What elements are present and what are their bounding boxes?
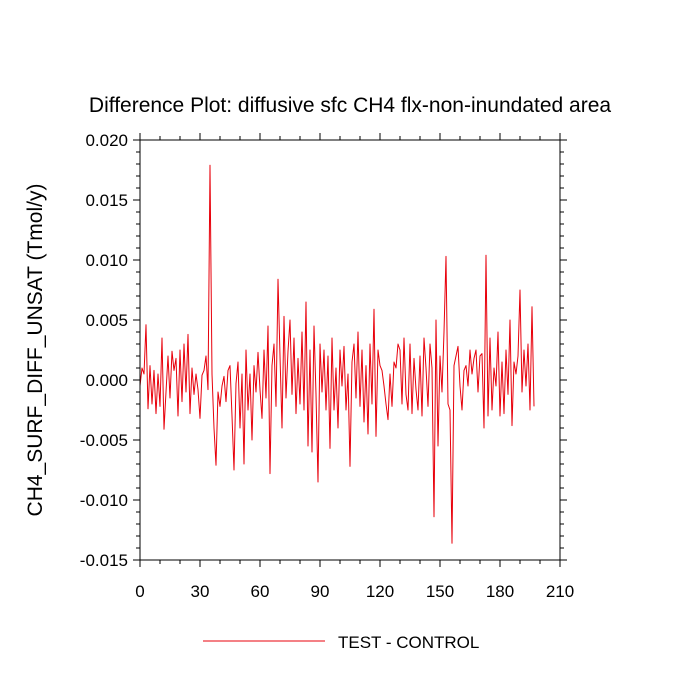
y-axis-label: CH4_SURF_DIFF_UNSAT (Tmol/y) bbox=[24, 184, 47, 517]
minor-ticks bbox=[136, 136, 564, 564]
series-layer bbox=[139, 164, 535, 544]
x-tick-label: 150 bbox=[426, 582, 454, 601]
y-tick-label: 0.000 bbox=[85, 371, 128, 390]
y-tick-label: 0.020 bbox=[85, 131, 128, 150]
y-tick-label: 0.015 bbox=[85, 191, 128, 210]
legend-label: TEST - CONTROL bbox=[338, 633, 479, 652]
plot-frame bbox=[139, 139, 561, 561]
y-tick-labels: -0.015 -0.010 -0.005 0.000 0.005 0.010 0.015 0.… bbox=[80, 131, 128, 570]
legend: TEST - CONTROL bbox=[203, 633, 479, 652]
chart-title: Difference Plot: diffusive sfc CH4 flx-n… bbox=[89, 94, 611, 117]
x-tick-label: 120 bbox=[366, 582, 394, 601]
y-tick-label: 0.005 bbox=[85, 311, 128, 330]
x-tick-label: 180 bbox=[486, 582, 514, 601]
x-tick-labels: 0 30 60 90 120 150 180 210 bbox=[135, 582, 574, 601]
x-tick-label: 90 bbox=[311, 582, 330, 601]
y-tick-label: -0.005 bbox=[80, 431, 128, 450]
major-ticks bbox=[133, 133, 567, 567]
x-tick-label: 210 bbox=[546, 582, 574, 601]
y-tick-label: 0.010 bbox=[85, 251, 128, 270]
x-tick-label: 60 bbox=[251, 582, 270, 601]
series-line-test-control bbox=[139, 164, 535, 544]
y-tick-label: -0.015 bbox=[80, 551, 128, 570]
x-tick-label: 30 bbox=[191, 582, 210, 601]
x-tick-label: 0 bbox=[135, 582, 144, 601]
y-tick-label: -0.010 bbox=[80, 491, 128, 510]
